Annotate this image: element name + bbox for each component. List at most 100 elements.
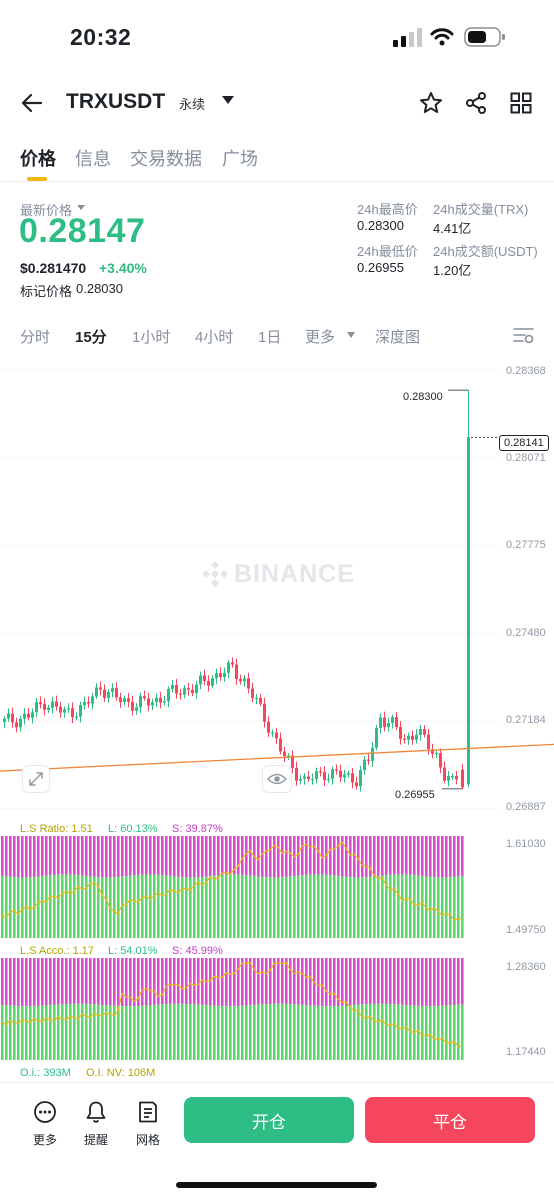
long-bar [329,875,332,938]
candle-body [19,718,22,728]
short-bar [105,836,108,878]
alert-button[interactable]: 提醒 [76,1100,116,1148]
short-bar [81,958,84,1004]
long-bar [57,874,60,938]
long-bar [209,876,212,938]
interval-1d[interactable]: 1日 [258,329,282,346]
candle-body [363,759,366,771]
short-bar [377,836,380,877]
short-bar [117,958,120,1006]
long-bar [141,874,144,938]
symbol-title[interactable]: TRXUSDT [66,90,166,113]
chart-settings-icon[interactable] [513,326,535,344]
short-bar [381,836,384,876]
candle-body [75,716,78,718]
long-bar [89,876,92,938]
long-bar [17,1006,20,1060]
long-bar [33,1006,36,1060]
short-bar [33,958,36,1007]
short-bar [233,958,236,1007]
long-bar [333,1006,336,1060]
candle-body [31,712,34,718]
symbol-dropdown-icon[interactable] [222,96,234,104]
short-bar [289,958,292,1005]
short-bar [173,836,176,877]
grid-menu-icon[interactable] [510,92,532,114]
long-bar [417,875,420,938]
more-button[interactable]: 更多 [25,1100,65,1148]
candle-body [147,698,150,706]
candle-body [47,707,50,710]
short-bar [1,836,4,876]
interval-depth[interactable]: 深度图 [375,329,421,346]
short-bar [245,836,248,876]
interval-more-dropdown-icon[interactable] [347,332,355,338]
last-price-dropdown-icon[interactable] [77,205,85,210]
tab-square[interactable]: 广场 [222,149,258,169]
short-bar [217,958,220,1006]
back-arrow-icon[interactable] [20,92,44,114]
long-bar [305,874,308,938]
short-bar [45,958,48,1006]
long-bar [401,1004,404,1060]
long-bar [365,1004,368,1060]
long-bar [397,1004,400,1060]
alert-label: 提醒 [83,1133,108,1147]
short-bar [57,958,60,1005]
short-bar [169,836,172,877]
fullscreen-button[interactable] [22,765,50,793]
long-bar [173,1003,176,1060]
short-bar [417,836,420,876]
short-bar [317,836,320,875]
tab-trading-data[interactable]: 交易数据 [130,149,202,169]
ind1-y-tick: 1.49750 [506,924,546,936]
tab-price[interactable]: 价格 [20,149,56,169]
long-bar [229,1006,232,1060]
long-bar [353,1004,356,1060]
short-bar [73,958,76,1004]
long-bar [421,1006,424,1060]
candlestick-chart[interactable] [0,355,554,815]
interval-15m[interactable]: 15分 [75,329,107,346]
long-bar [441,1005,444,1060]
active-tab-indicator [27,177,47,181]
long-bar [433,1006,436,1060]
visibility-toggle-button[interactable] [262,765,292,793]
long-bar [13,877,16,938]
long-bar [169,1003,172,1060]
candle-body [375,728,378,748]
candle-body [111,688,114,692]
interval-more[interactable]: 更多 [305,329,336,346]
long-bar [137,1005,140,1060]
ratio-line [1,841,463,921]
interval-line[interactable]: 分时 [20,329,51,346]
grid-trading-button[interactable]: 网格 [128,1100,168,1148]
favorite-star-icon[interactable] [419,91,443,115]
long-bar [97,877,100,938]
y-tick-label: 0.27184 [506,714,546,726]
volume-label: 24h成交量(TRX) [433,202,529,217]
long-bar [237,1005,240,1060]
interval-1h[interactable]: 1小时 [132,329,171,346]
long-bar [309,1005,312,1060]
long-bar [125,876,128,938]
open-position-button[interactable]: 开仓 [184,1097,354,1143]
share-icon[interactable] [464,91,488,115]
long-bar [429,876,432,938]
candle-body [27,713,30,718]
long-bar [53,874,56,938]
candle-body [451,775,454,778]
short-bar [125,958,128,1007]
long-bar [273,1003,276,1060]
ls-account-long: L: 54.01% [108,945,158,957]
interval-4h[interactable]: 4小时 [195,329,234,346]
short-bar [457,836,460,877]
long-bar [373,1003,376,1060]
short-bar [113,836,116,878]
long-bar [313,1005,316,1060]
home-indicator [176,1182,377,1188]
close-position-button[interactable]: 平仓 [365,1097,535,1143]
short-bar [349,958,352,1006]
tab-info[interactable]: 信息 [75,149,111,169]
candle-body [191,689,194,694]
